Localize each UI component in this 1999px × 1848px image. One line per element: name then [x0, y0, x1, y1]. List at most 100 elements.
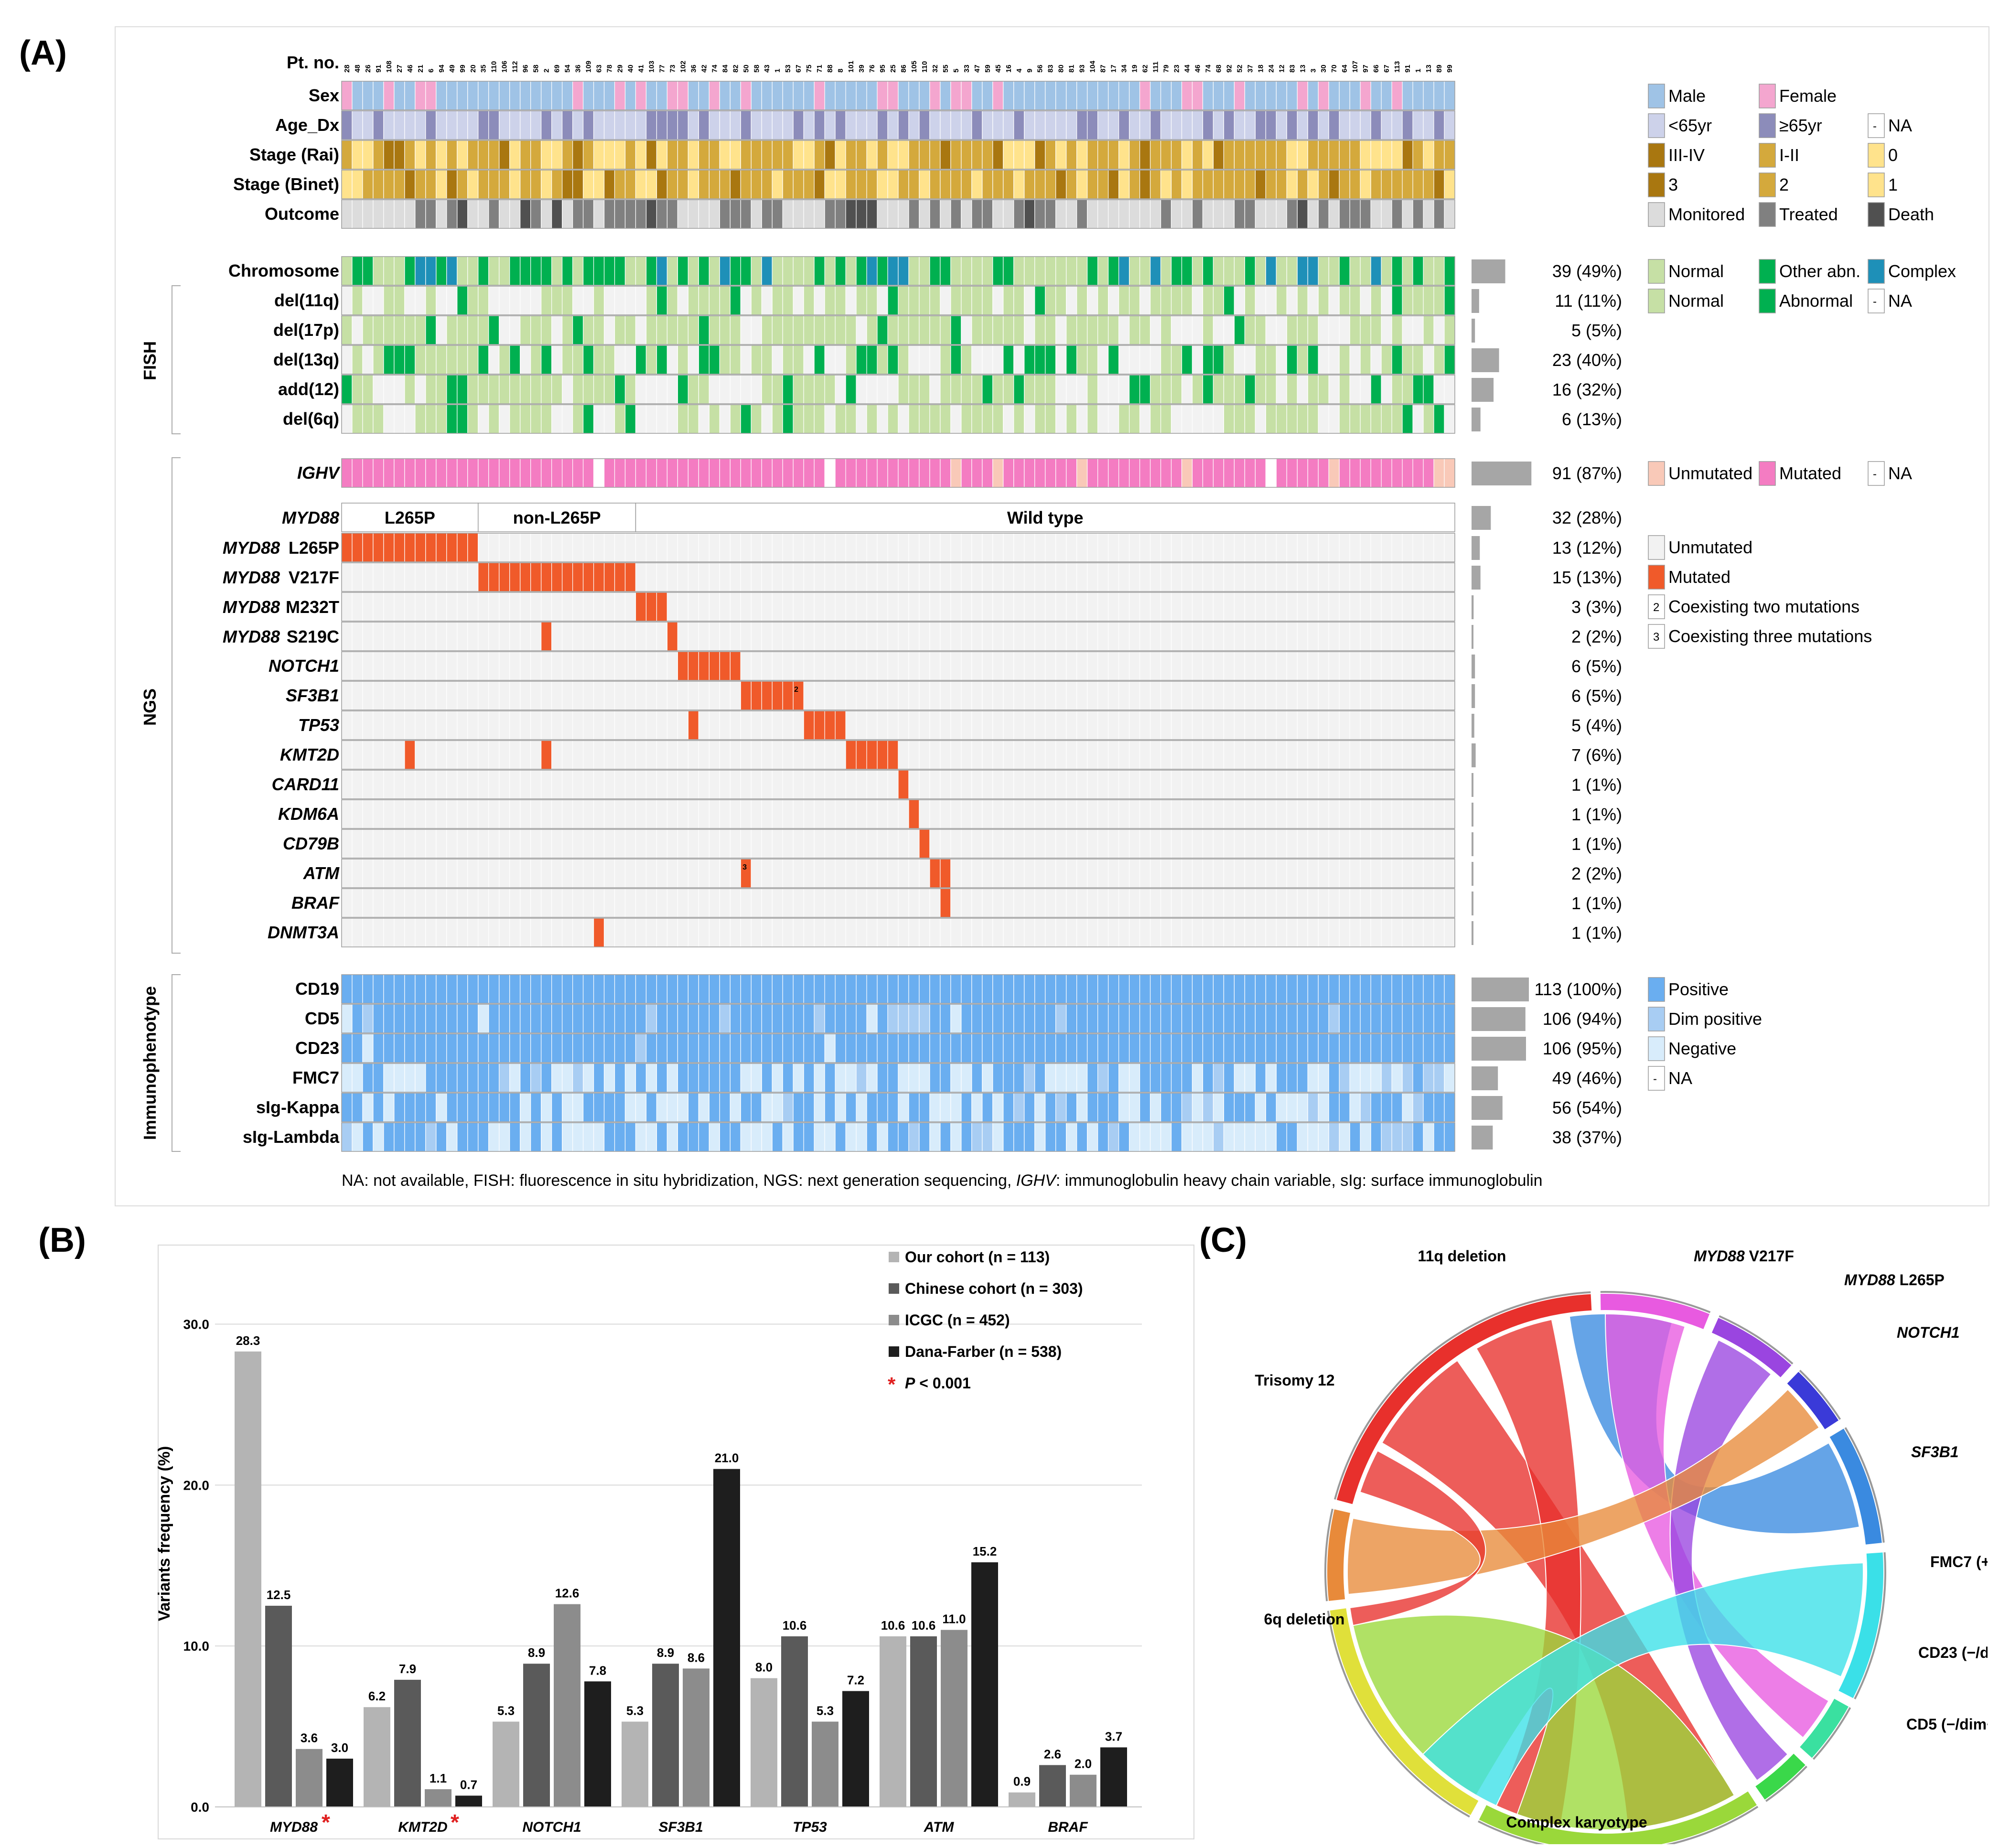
- immuno-cell: [404, 1122, 416, 1152]
- clinical-cell: [1181, 110, 1193, 140]
- clinical-cell: [341, 140, 353, 170]
- immuno-cell: [856, 1122, 867, 1152]
- mutation-cell: [1087, 829, 1098, 859]
- immuno-cell: [709, 1033, 720, 1063]
- mutation-cell: [698, 681, 709, 710]
- fish-cell: [1297, 315, 1308, 345]
- chord-ribbon: [1347, 1388, 1820, 1595]
- immuno-cell: [803, 1033, 815, 1063]
- patient-number: 89: [1435, 64, 1443, 73]
- mutation-cell: [488, 710, 500, 740]
- mutation-cell: [887, 888, 899, 918]
- clinical-cell: [1244, 81, 1256, 110]
- fish-cell: [782, 375, 794, 404]
- mutation-cell: [666, 859, 678, 888]
- mutation-cell: [624, 888, 636, 918]
- mutation-cell: [982, 622, 993, 651]
- patient-number: 25: [889, 64, 897, 73]
- clinical-cell: [1139, 81, 1151, 110]
- patient-number: 68: [1214, 64, 1223, 73]
- immuno-cell: [1360, 1093, 1371, 1122]
- mutation-cell: [582, 533, 594, 562]
- immuno-cell: [1307, 974, 1319, 1004]
- fish-cell: [530, 345, 542, 375]
- immuno-cell: [1108, 1033, 1119, 1063]
- mutation-cell: [877, 918, 888, 947]
- mutation-cell: [394, 770, 405, 799]
- mutation-cell: [1412, 533, 1424, 562]
- mutation-cell: [656, 799, 668, 829]
- mutation-cell: [929, 770, 941, 799]
- mutation-cell: [624, 681, 636, 710]
- immuno-cell: [645, 1093, 657, 1122]
- mutation-cell: [436, 740, 447, 770]
- fish-cell: [730, 315, 741, 345]
- fish-cell: [645, 315, 657, 345]
- clinical-cell: [1128, 199, 1140, 229]
- mutation-cell: [961, 859, 972, 888]
- immuno-cell: [940, 1004, 951, 1033]
- immuno-cell: [1160, 1122, 1172, 1152]
- chord-segment: [1327, 1509, 1351, 1601]
- clinical-cell: [593, 170, 605, 199]
- immuno-cell: [1297, 1033, 1308, 1063]
- mutation-cell: [887, 770, 899, 799]
- ighv-cell: [383, 458, 395, 488]
- mutation-cell: [950, 681, 962, 710]
- mutation-cell: [572, 681, 584, 710]
- mutation-cell: [1055, 918, 1067, 947]
- ighv-cell: [1444, 458, 1455, 488]
- clinical-cell: [562, 140, 573, 170]
- fish-cell: [1128, 375, 1140, 404]
- mutation-cell: [1234, 829, 1245, 859]
- fish-cell: [1055, 375, 1067, 404]
- fish-cell: [666, 375, 678, 404]
- bar-value-label: 7.8: [589, 1663, 606, 1677]
- immuno-cell: [562, 1033, 573, 1063]
- mutation-cell: [719, 799, 731, 829]
- mutation-cell: [1097, 918, 1109, 947]
- clinical-cell: [1349, 140, 1361, 170]
- fish-cell: [666, 315, 678, 345]
- clinical-cell: [593, 110, 605, 140]
- ighv-cell: [1349, 458, 1361, 488]
- immuno-cell: [1423, 1063, 1434, 1093]
- mutation-cell: [1181, 681, 1193, 710]
- immuno-cell: [1181, 1004, 1193, 1033]
- fish-section-label: FISH: [140, 341, 160, 380]
- ighv-cell: [1076, 458, 1088, 488]
- fish-cell: [1066, 404, 1077, 434]
- clinical-cell: [478, 110, 489, 140]
- mutation-cell: [761, 770, 773, 799]
- mutation-cell: [1255, 533, 1266, 562]
- fish-cell: [709, 286, 720, 315]
- clinical-row-label: Stage (Binet): [233, 174, 339, 194]
- fish-cell: [814, 404, 825, 434]
- mutation-cell: [1034, 710, 1046, 740]
- mutation-stat: 1 (1%): [1571, 923, 1622, 943]
- mutation-cell: [467, 740, 479, 770]
- mutation-cell: [1433, 770, 1445, 799]
- immuno-cell: [624, 1033, 636, 1063]
- mutation-cell: [929, 740, 941, 770]
- mutation-cell: [551, 770, 563, 799]
- immuno-cell: [1444, 1063, 1455, 1093]
- mutation-cell: [1055, 533, 1067, 562]
- mutation-cell: [1255, 592, 1266, 622]
- clinical-cell: [582, 199, 594, 229]
- mutation-cell: [582, 710, 594, 740]
- mutation-cell: [457, 651, 468, 681]
- mutation-cell: [1223, 622, 1235, 651]
- clinical-cell: [394, 199, 405, 229]
- fish-cell: [551, 404, 563, 434]
- clinical-cell: [520, 170, 531, 199]
- clinical-cell: [835, 199, 846, 229]
- mutation-cell: [814, 918, 825, 947]
- immuno-row-label: FMC7: [292, 1068, 339, 1087]
- fish-cell: [1255, 315, 1266, 345]
- bar: [781, 1636, 808, 1807]
- immuno-cell: [488, 1122, 500, 1152]
- mutation-cell: [1349, 770, 1361, 799]
- immuno-cell: [1097, 1093, 1109, 1122]
- mutation-cell: [635, 622, 647, 651]
